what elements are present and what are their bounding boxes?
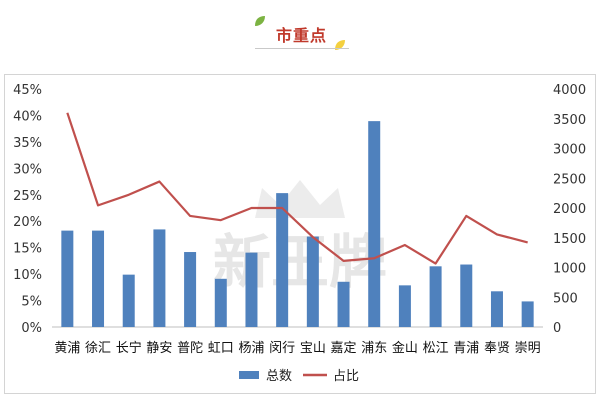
yellow-leaf-icon xyxy=(335,40,345,50)
y-left-tick-label: 40% xyxy=(13,109,42,124)
bar xyxy=(306,236,319,327)
bar xyxy=(92,230,105,327)
x-tick-label: 普陀 xyxy=(177,340,203,356)
axes: 0% 5% 10% 15% 20% 25% 30% 35% 40% 45% 0 500 1000 1500… xyxy=(13,83,586,336)
y-left-tick-label: 10% xyxy=(13,268,42,283)
bar xyxy=(214,278,227,327)
x-tick-label: 宝山 xyxy=(300,341,326,356)
legend-label: 总数 xyxy=(266,369,292,384)
x-tick-label: 奉贤 xyxy=(484,341,510,356)
y-right-tick-label: 2000 xyxy=(553,202,586,217)
y-right-tick-label: 1500 xyxy=(553,232,586,247)
x-tick-label: 青浦 xyxy=(453,341,479,356)
bar xyxy=(368,121,381,327)
x-tick-label: 杨浦 xyxy=(238,341,264,356)
y-right-tick-label: 3500 xyxy=(553,113,586,128)
y-left-tick-label: 30% xyxy=(13,162,42,177)
bar xyxy=(153,229,166,327)
x-tick-label: 闵行 xyxy=(269,341,295,356)
bar xyxy=(337,281,350,327)
bar xyxy=(460,264,473,327)
y-right-tick-label: 2500 xyxy=(553,172,586,187)
bar xyxy=(61,230,74,327)
header: 市重点 xyxy=(0,0,603,70)
x-tick-label: 静安 xyxy=(146,341,172,356)
line-path xyxy=(66,112,528,265)
bar-series xyxy=(61,121,534,327)
legend-label: 占比 xyxy=(333,369,359,384)
bar xyxy=(490,291,503,327)
x-tick-label: 虹口 xyxy=(208,341,234,356)
category-labels: 黄浦 徐汇 长宁 静安 普陀 虹口 杨浦 闵行 宝山 嘉定 浦东 金山 松江 青浦 奉贤 崇明 xyxy=(54,340,540,356)
line-series xyxy=(66,112,528,265)
y-left-tick-label: 0% xyxy=(21,321,42,336)
x-tick-label: 浦东 xyxy=(361,341,387,356)
bar xyxy=(429,266,442,327)
y-left-tick-label: 5% xyxy=(21,295,42,310)
y-right-tick-label: 0 xyxy=(553,321,561,336)
bar xyxy=(184,252,197,327)
x-tick-label: 长宁 xyxy=(116,340,142,356)
page-title: 市重点 xyxy=(275,26,327,45)
y-right-tick-label: 500 xyxy=(553,291,578,306)
y-left-tick-label: 35% xyxy=(13,136,42,151)
bar xyxy=(398,285,411,327)
x-tick-label: 徐汇 xyxy=(85,341,111,356)
title-underline xyxy=(255,48,349,49)
y-left-tick-label: 20% xyxy=(13,215,42,230)
watermark-text: 新王牌 xyxy=(213,228,387,296)
crown-icon xyxy=(255,180,345,218)
x-tick-label: 松江 xyxy=(423,341,449,356)
x-tick-label: 金山 xyxy=(392,340,418,356)
x-tick-label: 嘉定 xyxy=(331,341,357,356)
y-right-tick-label: 4000 xyxy=(553,83,586,98)
legend: 总数 占比 xyxy=(239,369,359,384)
y-left-tick-label: 25% xyxy=(13,189,42,204)
green-leaf-icon xyxy=(255,16,265,26)
watermark: 新王牌 xyxy=(213,180,387,296)
chart-frame xyxy=(4,74,596,394)
legend-swatch-bar xyxy=(239,371,259,379)
bar xyxy=(521,301,534,327)
bar xyxy=(276,193,289,327)
y-right-tick-label: 3000 xyxy=(553,143,586,158)
x-tick-label: 崇明 xyxy=(515,341,541,356)
bar xyxy=(245,252,258,327)
y-left-tick-label: 45% xyxy=(13,83,42,98)
y-right-tick-label: 1000 xyxy=(553,262,586,277)
bar xyxy=(122,274,135,327)
x-tick-label: 黄浦 xyxy=(54,341,80,356)
y-left-tick-label: 15% xyxy=(13,242,42,257)
